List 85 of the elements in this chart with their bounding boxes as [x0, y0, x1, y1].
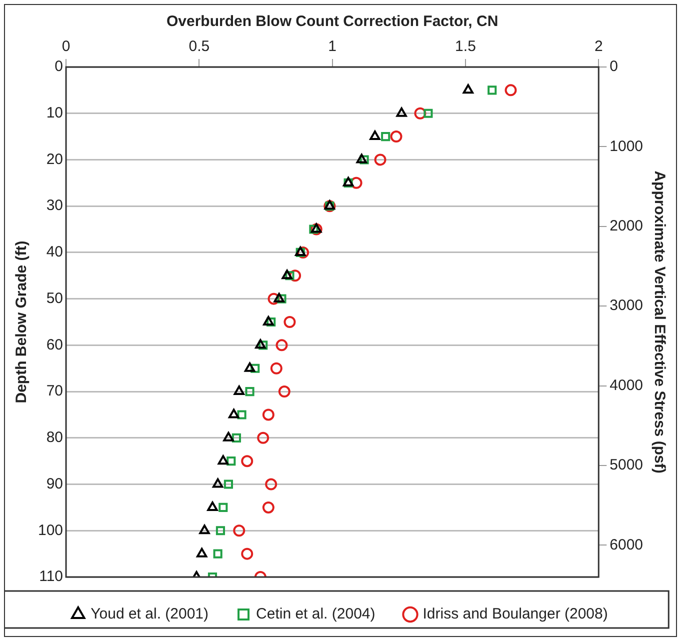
point: [212, 478, 224, 488]
x-axis-title: Overburden Blow Count Correction Factor, CN: [166, 13, 498, 30]
legend-label: Idriss and Boulanger (2008): [422, 606, 608, 623]
point: [199, 524, 210, 534]
point: [245, 387, 254, 396]
point: [224, 480, 234, 489]
point: [350, 176, 362, 189]
y2-tick-label: 1000: [610, 138, 644, 155]
point: [390, 130, 402, 143]
point: [233, 524, 246, 537]
y-tick-label: 50: [46, 290, 64, 307]
point: [266, 317, 276, 327]
y2-tick-label: 0: [610, 58, 618, 76]
y-tick-label: 20: [46, 150, 64, 168]
point: [196, 548, 208, 558]
point: [228, 408, 240, 418]
x-tick-label: 1: [328, 38, 336, 56]
x-tick-label: 1.5: [455, 38, 476, 56]
y2-tick-label: 6000: [610, 536, 644, 554]
point: [488, 86, 497, 95]
point: [213, 549, 222, 558]
x-tick-label: 0.5: [188, 38, 210, 56]
y2-tick-label: 4000: [610, 376, 644, 394]
y-tick-label: 60: [46, 336, 64, 354]
y-tick-label: 30: [46, 197, 64, 214]
point: [370, 130, 380, 140]
y-tick-label: 90: [46, 475, 64, 492]
point: [381, 132, 390, 142]
point: [257, 432, 270, 444]
point: [268, 292, 280, 305]
y-tick-label: 10: [46, 104, 64, 122]
point: [309, 224, 318, 234]
point: [374, 154, 386, 166]
y-tick-label: 80: [46, 429, 64, 446]
point: [289, 270, 302, 282]
point: [285, 271, 294, 280]
y2-tick-label: 5000: [610, 456, 644, 474]
point: [265, 478, 278, 490]
point: [232, 433, 241, 442]
point: [262, 408, 274, 421]
point: [237, 410, 246, 420]
point: [263, 316, 274, 326]
point: [262, 501, 274, 514]
point: [277, 294, 286, 304]
y2-tick-label: 3000: [610, 297, 644, 314]
point: [218, 455, 228, 465]
point: [504, 84, 517, 96]
x-tick-label: 2: [594, 38, 603, 56]
point: [223, 432, 234, 442]
y-tick-label: 110: [39, 568, 64, 586]
y-tick-label: 40: [46, 244, 64, 261]
point: [278, 386, 290, 398]
point: [250, 364, 260, 373]
legend-label: Youd et al. (2001): [90, 606, 209, 623]
point: [241, 455, 254, 468]
point: [284, 316, 296, 328]
point: [216, 526, 226, 536]
point: [241, 548, 254, 560]
y2-tick-label: 2000: [610, 218, 644, 235]
point: [255, 339, 266, 349]
point: [244, 362, 256, 372]
point: [310, 223, 322, 236]
point: [234, 386, 244, 396]
point: [258, 340, 268, 350]
point: [396, 107, 407, 117]
y-tick-label: 0: [54, 58, 64, 76]
point: [360, 155, 369, 164]
point: [274, 292, 284, 302]
y2-axis-title: Approximate Vertical Effective Stress (psf): [650, 170, 668, 474]
point: [276, 339, 288, 352]
point: [311, 223, 322, 233]
y-axis-title: Depth Below Grade (ft): [13, 240, 30, 404]
point: [356, 154, 367, 164]
point: [297, 246, 310, 258]
point: [282, 270, 292, 280]
y-tick-label: 70: [46, 382, 64, 400]
point: [462, 84, 474, 94]
point: [218, 502, 228, 512]
point: [270, 362, 282, 374]
point: [207, 501, 218, 511]
legend-label: Cetin et al. (2004): [256, 606, 376, 623]
point: [424, 108, 433, 118]
point: [414, 107, 426, 120]
point: [226, 456, 236, 466]
y-tick-label: 100: [38, 522, 64, 539]
